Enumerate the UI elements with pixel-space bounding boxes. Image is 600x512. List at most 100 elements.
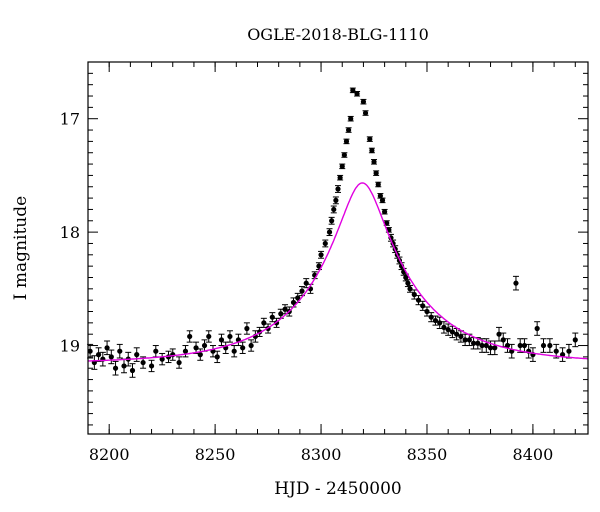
point-marker	[553, 348, 559, 354]
point-marker	[559, 352, 566, 358]
data-point	[534, 321, 541, 336]
point-marker	[231, 348, 237, 354]
point-marker	[405, 280, 411, 286]
data-point	[440, 321, 447, 334]
data-point	[235, 333, 242, 347]
data-point	[419, 300, 426, 311]
data-point	[226, 330, 233, 343]
point-marker	[295, 295, 301, 301]
point-marker	[500, 337, 506, 343]
point-marker	[513, 280, 519, 286]
point-marker	[227, 333, 233, 340]
point-marker	[331, 206, 337, 213]
x-tick-label: 8200	[89, 445, 130, 464]
data-point	[328, 216, 335, 225]
point-marker	[487, 345, 494, 351]
point-marker	[475, 340, 481, 346]
point-marker	[134, 352, 140, 358]
data-point	[546, 338, 553, 353]
x-tick-label: 8300	[301, 445, 342, 464]
data-point	[335, 185, 341, 193]
point-marker	[470, 340, 477, 346]
data-point	[423, 306, 430, 317]
point-marker	[303, 280, 309, 286]
data-point	[360, 98, 367, 105]
data-point	[559, 347, 566, 362]
data-point	[341, 152, 348, 158]
point-marker	[333, 197, 339, 203]
data-point	[483, 338, 490, 353]
data-point	[152, 345, 159, 358]
y-tick-label: 19	[60, 337, 80, 356]
point-marker	[424, 308, 430, 315]
point-marker	[377, 193, 383, 199]
point-marker	[201, 342, 208, 349]
data-point	[415, 295, 422, 306]
point-marker	[454, 331, 460, 337]
point-marker	[492, 345, 498, 351]
data-point	[368, 147, 375, 154]
point-marker	[335, 186, 341, 192]
point-marker	[348, 116, 354, 122]
data-point	[239, 341, 246, 354]
plot-frame	[87, 61, 589, 435]
point-marker	[449, 329, 456, 335]
point-marker	[129, 367, 136, 374]
data-point	[218, 333, 225, 347]
data-point	[371, 159, 378, 165]
point-marker	[379, 197, 386, 203]
point-marker	[87, 348, 93, 354]
point-marker	[108, 354, 114, 360]
point-marker	[362, 110, 369, 116]
point-marker	[278, 311, 284, 317]
data-layer	[87, 87, 579, 378]
point-marker	[415, 297, 422, 303]
data-point	[375, 181, 382, 188]
tick-layer: 8200 8250 8300 8350 8400 17 18 19	[60, 62, 588, 464]
point-marker	[441, 324, 447, 330]
point-marker	[244, 325, 250, 332]
data-point	[116, 343, 123, 359]
point-marker	[112, 365, 119, 371]
data-point	[248, 339, 255, 352]
point-marker	[140, 359, 146, 366]
point-marker	[206, 333, 212, 340]
point-marker	[339, 163, 345, 169]
model-layer	[87, 182, 589, 362]
data-point	[449, 325, 456, 339]
point-marker	[466, 337, 472, 343]
point-marker	[384, 220, 390, 226]
data-point	[411, 289, 418, 300]
chart-title: OGLE-2018-BLG-1110	[247, 25, 429, 44]
data-point	[326, 228, 333, 237]
point-marker	[218, 337, 225, 343]
point-marker	[462, 337, 468, 343]
data-point	[269, 312, 276, 323]
data-point	[129, 363, 136, 378]
point-marker	[337, 175, 343, 181]
data-point	[379, 197, 386, 204]
model-curve	[87, 182, 589, 362]
point-marker	[517, 342, 523, 349]
point-marker	[496, 331, 502, 337]
data-point	[512, 275, 519, 291]
data-point	[322, 239, 329, 248]
point-marker	[371, 159, 377, 165]
data-point	[330, 205, 337, 214]
point-marker	[345, 127, 352, 133]
point-marker	[407, 286, 413, 292]
data-point	[104, 340, 111, 356]
point-marker	[261, 320, 267, 326]
data-point	[159, 352, 166, 366]
data-point	[345, 127, 352, 133]
data-point	[366, 136, 373, 142]
data-point	[205, 330, 212, 343]
data-point	[347, 115, 354, 122]
point-marker	[350, 87, 356, 93]
point-marker	[343, 138, 350, 144]
data-point	[474, 337, 481, 350]
y-tick-label: 17	[60, 110, 80, 129]
data-point	[112, 360, 119, 376]
point-marker	[104, 345, 110, 351]
point-marker	[197, 352, 203, 358]
